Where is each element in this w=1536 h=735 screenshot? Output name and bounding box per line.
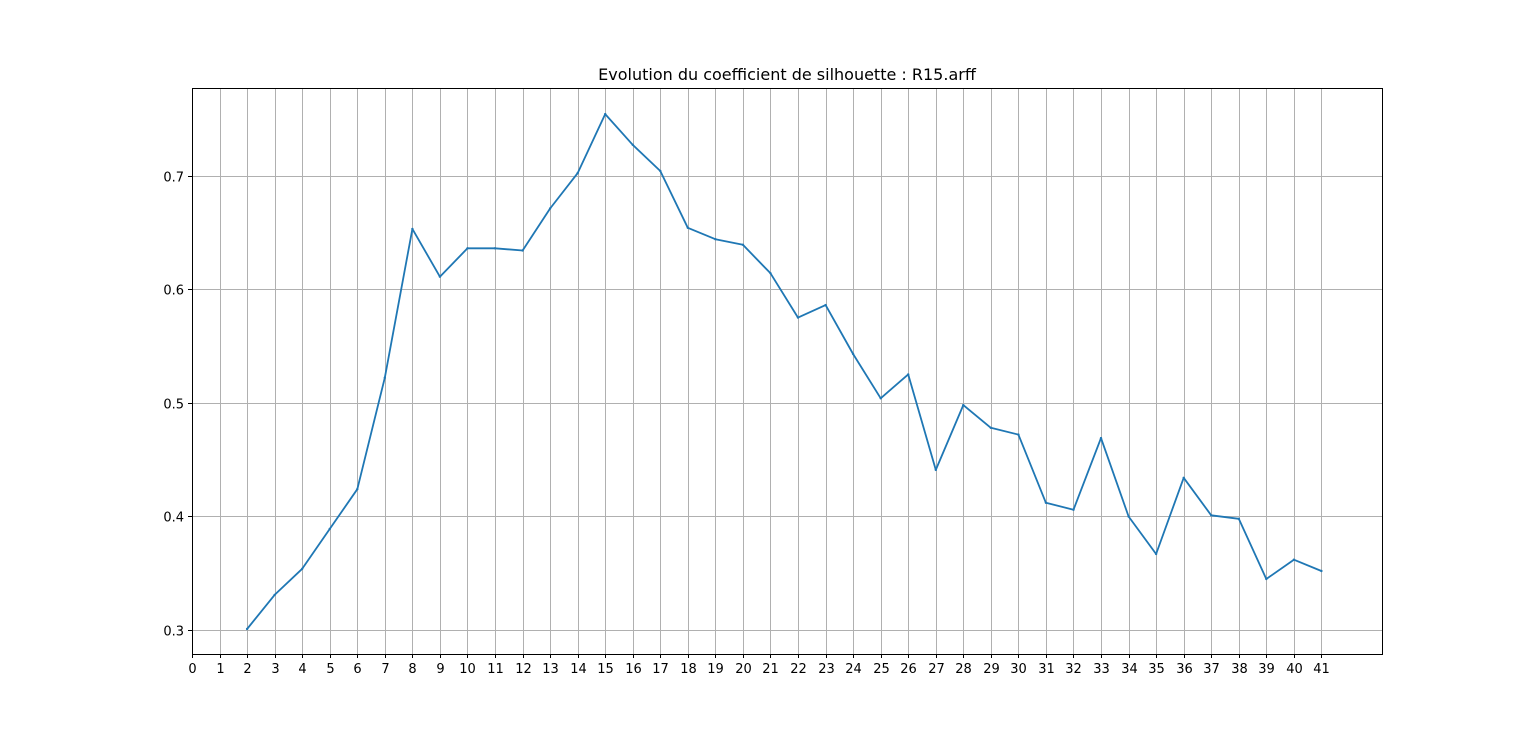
x-tick-label: 31 [1038,662,1055,677]
data-point [411,227,414,231]
data-point [631,143,634,146]
data-point [383,376,386,379]
data-point [1237,517,1241,520]
x-tick-label: 25 [873,662,890,677]
x-tick-label: 2 [243,662,251,677]
x-tick-label: 13 [542,662,559,677]
x-tick-label: 28 [955,662,972,677]
data-point [1154,552,1158,556]
data-point [466,247,469,250]
x-tick-label: 34 [1121,662,1138,677]
data-point [989,426,992,429]
y-tick-label: 0.6 [163,284,184,299]
x-tick-label: 3 [271,662,279,677]
data-point [273,593,276,597]
series-layer [245,112,1323,631]
x-tick-label: 4 [298,662,306,677]
x-tick-label: 36 [1176,662,1193,677]
data-point [1072,508,1075,511]
x-tick-label: 41 [1313,662,1330,677]
data-point [438,275,442,278]
data-point [714,238,717,241]
data-point [356,488,359,491]
x-tick-label: 22 [790,662,807,677]
y-axis: 0.3 0.4 0.5 0.6 0.7 [163,171,192,640]
data-point [493,247,497,250]
data-point [1017,433,1020,436]
data-point [328,527,331,531]
plot-frame [192,88,1383,655]
x-tick-label: 39 [1258,662,1275,677]
x-tick-label: 0 [188,662,196,677]
data-point [548,207,552,210]
data-point [659,169,662,173]
data-point [851,352,855,356]
data-point [604,112,607,116]
x-tick-label: 18 [680,662,697,677]
x-tick-label: 11 [487,662,504,677]
data-point [245,627,249,631]
x-tick-label: 15 [597,662,614,677]
x-tick-label: 9 [436,662,444,677]
x-tick-label: 27 [928,662,945,677]
x-tick-label: 19 [707,662,724,677]
data-point [1292,558,1296,561]
data-point [301,567,304,570]
x-tick-label: 40 [1286,662,1303,677]
x-tick-label: 7 [381,662,389,677]
y-tick-label: 0.7 [163,171,184,186]
x-tick-label: 38 [1231,662,1248,677]
data-point [686,226,689,229]
x-tick-label: 1 [216,662,224,677]
x-tick-label: 8 [408,662,416,677]
data-point [824,303,827,307]
x-axis: 0 1 2 3 4 5 6 7 8 9 10 11 12 13 14 15 16 17 18 19 20 21 22 23 24… [188,654,1330,677]
x-tick-label: 29 [983,662,1000,677]
x-tick-label: 30 [1010,662,1027,677]
x-tick-label: 26 [900,662,917,677]
data-point [796,316,800,319]
x-tick-label: 33 [1093,662,1110,677]
x-tick-label: 21 [762,662,779,677]
x-tick-label: 35 [1148,662,1165,677]
y-tick-label: 0.3 [163,625,184,640]
x-tick-label: 12 [515,662,532,677]
y-tick-label: 0.4 [163,511,184,526]
x-tick-label: 16 [625,662,642,677]
x-tick-label: 23 [818,662,835,677]
x-tick-label: 14 [570,662,587,677]
data-point [907,373,910,376]
x-tick-label: 17 [652,662,669,677]
x-tick-label: 20 [735,662,752,677]
x-tick-label: 10 [459,662,476,677]
x-tick-label: 32 [1065,662,1082,677]
data-point [1182,476,1185,479]
x-tick-label: 6 [353,662,361,677]
x-tick-label: 5 [326,662,334,677]
data-point [741,243,745,246]
data-point [934,468,937,472]
y-tick-label: 0.5 [163,398,184,413]
data-point [1127,515,1130,518]
data-point [1320,569,1323,573]
data-point [576,172,579,175]
x-tick-label: 24 [845,662,862,677]
x-tick-label: 37 [1203,662,1220,677]
data-point [1044,501,1048,504]
data-point [1099,436,1103,440]
data-point [879,397,882,400]
series-line [246,113,1322,630]
data-point [962,403,965,407]
data-point [1265,577,1268,581]
data-point [521,249,524,252]
grid [192,88,1382,654]
data-point [769,272,772,275]
chart-title: Evolution du coefficient de silhouette :… [598,65,977,84]
data-point [1210,514,1213,517]
